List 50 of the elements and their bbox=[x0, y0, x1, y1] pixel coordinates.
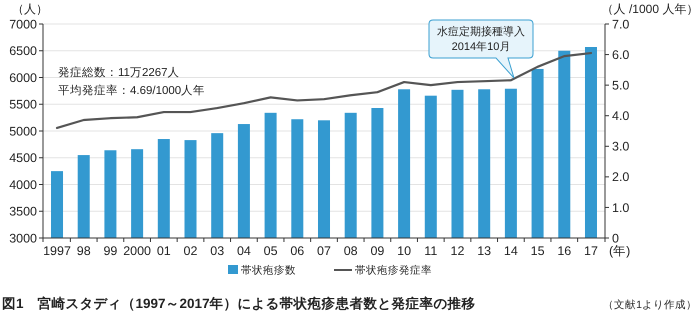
x-tick-label: 14 bbox=[504, 244, 518, 258]
text: （文献1より作成） bbox=[603, 298, 697, 311]
x-tick-label: 99 bbox=[103, 244, 118, 258]
annotation: 発症総数：11万2267人 bbox=[58, 65, 180, 79]
annotation: 平均発症率：4.69/1000人年 bbox=[58, 83, 206, 97]
y-tick-label: 6000 bbox=[9, 70, 38, 85]
x-tick-label: 06 bbox=[290, 244, 304, 258]
annotation: 水痘定期接種導入 2014年10月 bbox=[437, 25, 525, 53]
x-tick-label: 11 bbox=[424, 244, 438, 258]
x-axis-title: (年) bbox=[609, 244, 630, 258]
x-tick-label: 17 bbox=[584, 244, 598, 258]
x-tick-label: 04 bbox=[236, 244, 251, 258]
legend-label: 帯状疱疹発症率 bbox=[355, 264, 432, 277]
x-tick-label: 01 bbox=[156, 244, 171, 258]
y2-tick-label: 6.0 bbox=[612, 48, 630, 62]
text: 図1 宮崎スタディ（1997～2017年）による帯状疱疹患者数と発症率の推移 bbox=[2, 295, 476, 311]
legend-label: 帯状疱疹数 bbox=[241, 264, 296, 277]
y2-tick-label: 7.0 bbox=[612, 17, 630, 32]
y2-tick-label: 2.0 bbox=[612, 170, 630, 184]
y2-tick-label: 0 bbox=[612, 231, 619, 246]
x-tick-label: 15 bbox=[530, 244, 545, 258]
y-tick-label: 4500 bbox=[9, 151, 38, 166]
x-tick-label: 09 bbox=[370, 244, 384, 258]
line-series bbox=[56, 52, 592, 130]
y2-tick-label: 3.0 bbox=[612, 140, 630, 154]
y-tick-label: 3500 bbox=[9, 204, 38, 219]
x-tick-label: 16 bbox=[557, 244, 572, 258]
y-tick-label: 5500 bbox=[9, 98, 38, 112]
x-tick-label: 1997 bbox=[43, 244, 71, 258]
y-tick-label: 7000 bbox=[9, 17, 38, 32]
y-axis-title: （人） bbox=[12, 2, 48, 16]
x-tick-label: 02 bbox=[184, 244, 198, 258]
x-tick-label: 08 bbox=[344, 244, 358, 258]
x-tick-label: 03 bbox=[210, 244, 224, 258]
x-tick-label: 07 bbox=[317, 244, 331, 258]
y-tick-label: 4000 bbox=[9, 178, 38, 192]
x-tick-label: 2000 bbox=[123, 244, 152, 258]
y2-tick-label: 4.0 bbox=[612, 109, 630, 124]
callout-box: 水痘定期接種導入 2014年10月 bbox=[428, 20, 534, 78]
y-tick-label: 3000 bbox=[9, 231, 38, 246]
y2-tick-label: 5.0 bbox=[612, 78, 630, 93]
x-tick-label: 98 bbox=[76, 244, 91, 258]
x-tick-label: 13 bbox=[477, 244, 492, 258]
y2-tick-label: 1.0 bbox=[612, 200, 630, 215]
x-tick-label: 12 bbox=[450, 244, 464, 258]
x-tick-label: 05 bbox=[264, 244, 278, 258]
y-tick-label: 5000 bbox=[9, 124, 38, 138]
x-tick-label: 10 bbox=[397, 244, 412, 258]
y-tick-label: 6500 bbox=[9, 44, 38, 58]
y2-axis-title: （人 /1000 人年） bbox=[602, 2, 698, 16]
